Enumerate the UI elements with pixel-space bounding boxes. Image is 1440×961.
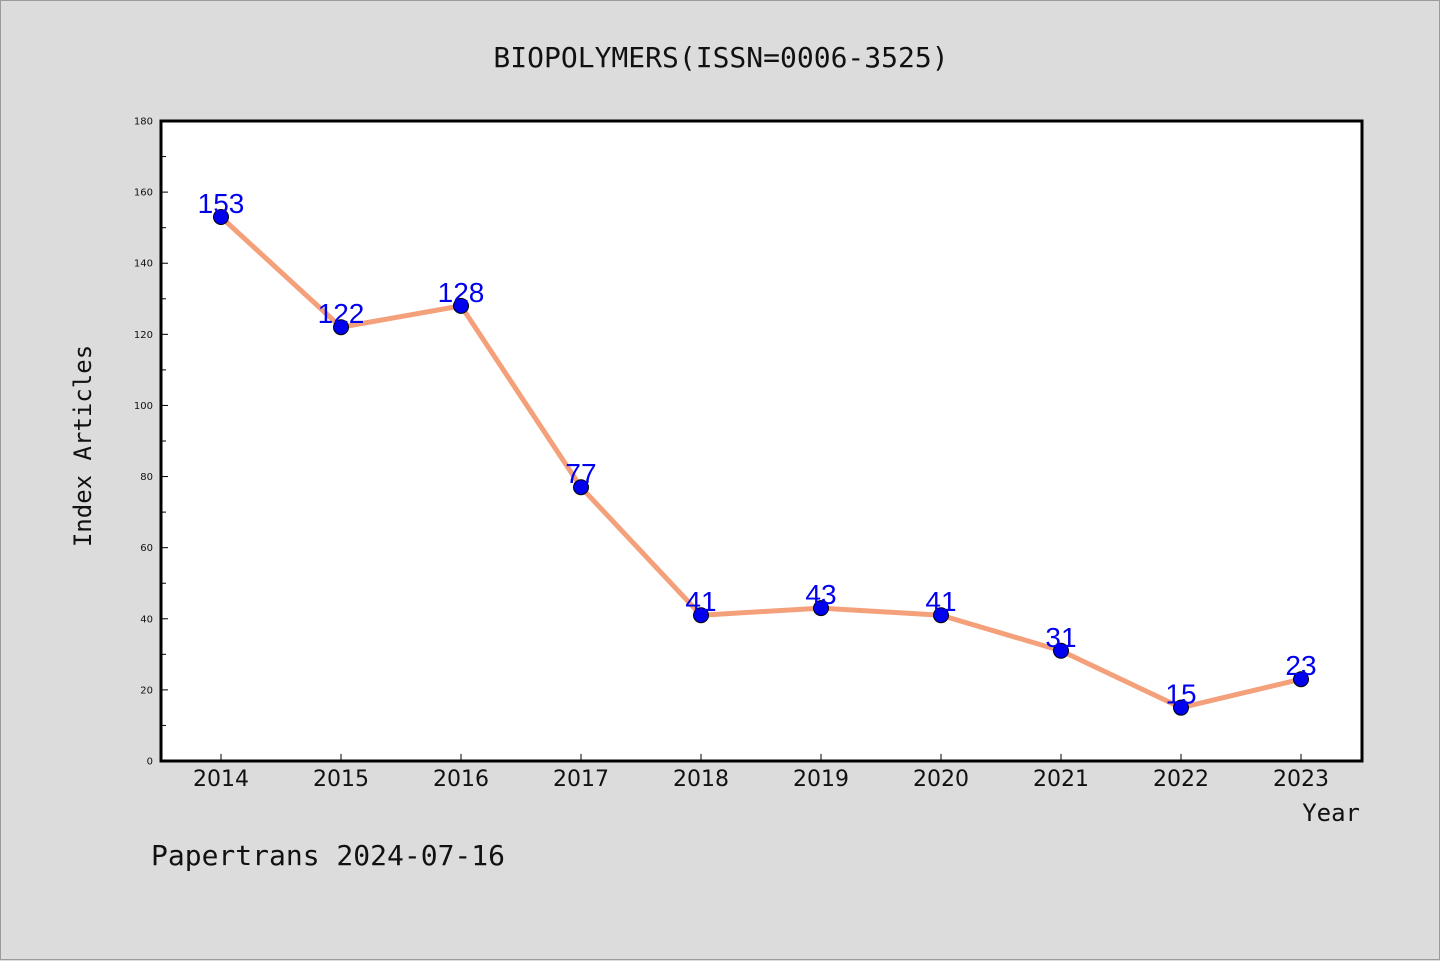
data-point	[1173, 699, 1189, 716]
x-tick-label: 2019	[793, 767, 849, 792]
x-axis-ticks: 2014 2015 2016 2017 2018 2019 2020 2021 2022 2023	[193, 754, 1329, 792]
x-tick-label: 2021	[1033, 767, 1089, 792]
data-labels-group: 153 122 128 77 41 43 41 31 15 23	[198, 188, 1317, 710]
data-point	[933, 607, 949, 624]
x-tick-label: 2014	[193, 767, 249, 792]
y-tick-label: 140	[134, 259, 153, 270]
series-line	[219, 215, 1302, 711]
data-label: 128	[438, 277, 485, 308]
x-tick-label: 2020	[913, 767, 969, 792]
y-tick-label: 120	[134, 330, 153, 341]
data-label: 41	[925, 586, 956, 617]
y-tick-label: 180	[134, 117, 153, 128]
data-label: 122	[318, 298, 365, 329]
data-point	[453, 297, 469, 314]
data-label: 43	[805, 579, 836, 610]
x-tick-label: 2017	[553, 767, 609, 792]
y-axis-label: Index Articles	[69, 345, 97, 547]
data-point	[1293, 671, 1309, 688]
y-tick-label: 80	[140, 472, 153, 483]
x-tick-label: 2022	[1153, 767, 1209, 792]
chart-title: BIOPOLYMERS(ISSN=0006-3525)	[493, 41, 948, 74]
data-label: 31	[1045, 622, 1076, 653]
data-point	[693, 607, 709, 624]
footer-credit: Papertrans 2024-07-16	[151, 839, 505, 872]
plot-area	[159, 119, 1364, 763]
y-tick-label: 0	[147, 757, 153, 768]
data-label: 15	[1165, 679, 1196, 710]
data-point	[813, 600, 829, 617]
data-label: 41	[685, 586, 716, 617]
y-tick-label: 160	[134, 188, 153, 199]
x-tick-label: 2023	[1273, 767, 1329, 792]
data-label: 23	[1285, 650, 1316, 681]
x-tick-label: 2015	[313, 767, 369, 792]
series-line-group	[219, 215, 1302, 711]
x-axis-label: Year	[1302, 799, 1360, 827]
y-axis-ticks: 0 20 40 60 80 100 120 140 160 180	[134, 117, 168, 768]
data-point	[213, 209, 229, 225]
y-tick-label: 60	[140, 543, 153, 554]
data-point	[333, 319, 349, 336]
y-tick-label: 40	[140, 614, 153, 625]
data-label: 77	[565, 458, 596, 489]
x-tick-label: 2016	[433, 767, 489, 792]
y-tick-label: 100	[134, 401, 153, 412]
y-tick-label: 20	[140, 685, 153, 696]
data-points-group	[213, 209, 1309, 716]
data-point	[1053, 642, 1069, 659]
x-tick-label: 2018	[673, 767, 729, 792]
data-point	[573, 479, 589, 496]
data-label: 153	[198, 188, 245, 219]
